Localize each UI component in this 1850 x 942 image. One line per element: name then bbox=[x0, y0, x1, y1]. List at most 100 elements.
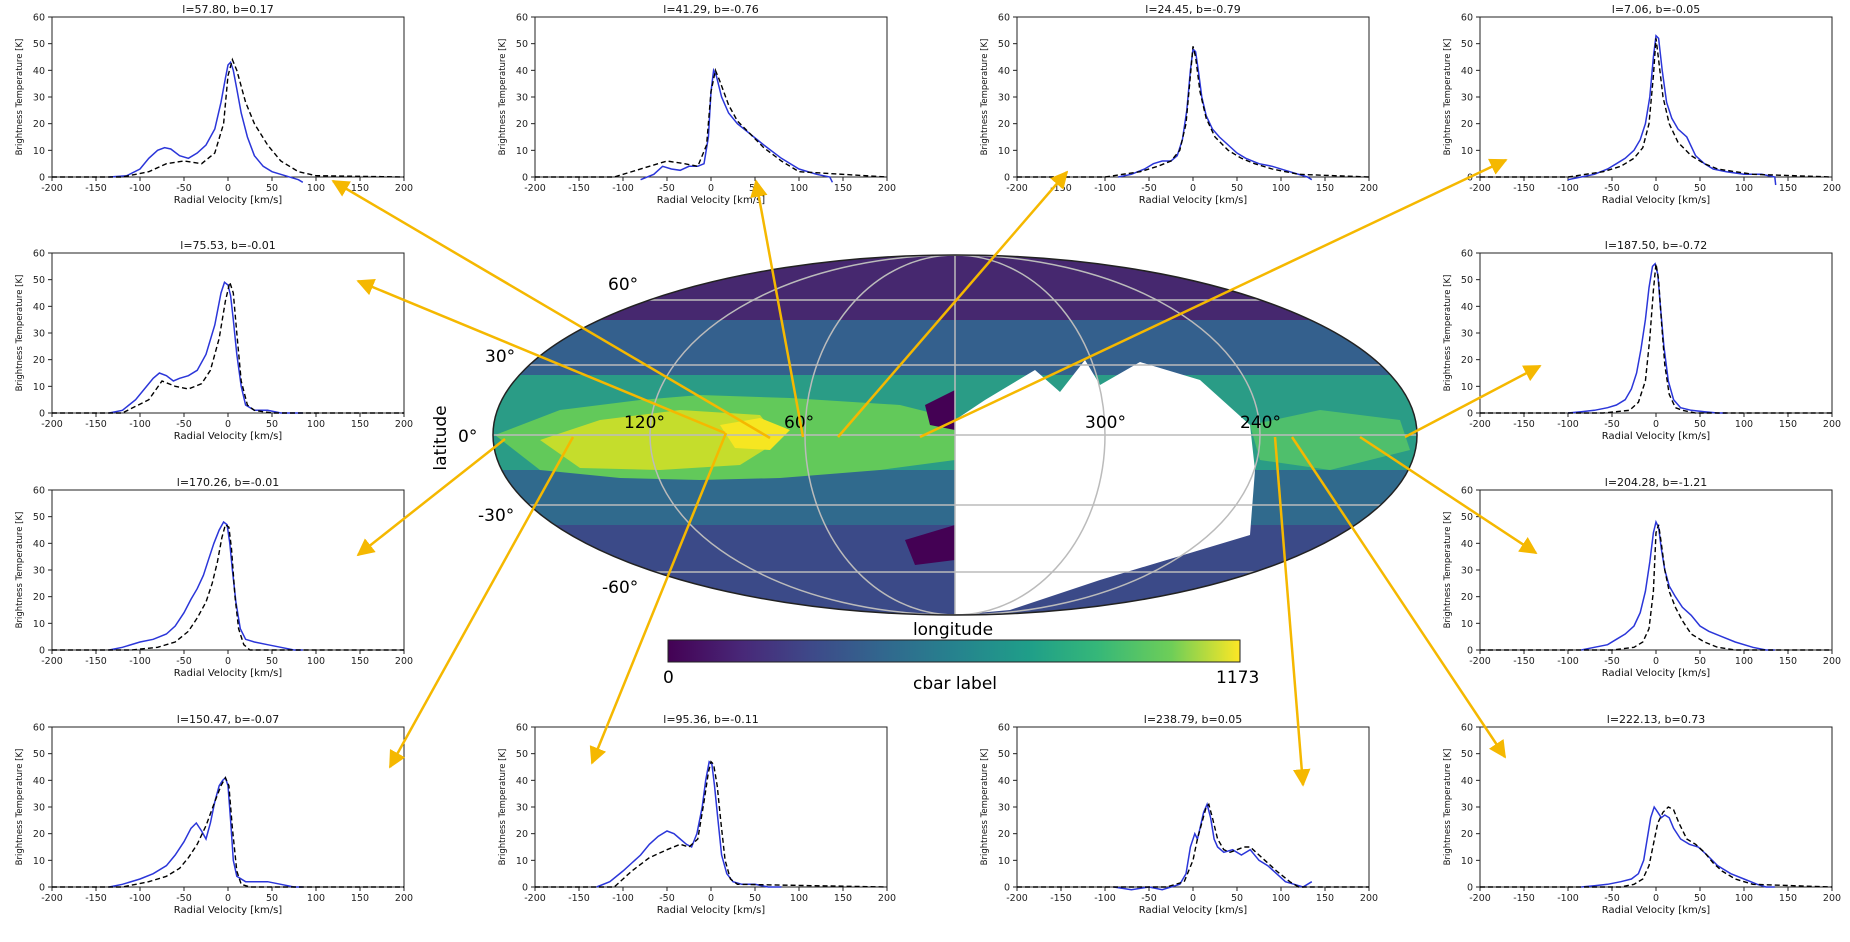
x-tick-label: -150 bbox=[85, 656, 107, 667]
y-tick-label: 50 bbox=[33, 512, 45, 523]
y-tick-label: 60 bbox=[33, 486, 45, 497]
x-tick-label: 50 bbox=[749, 893, 761, 904]
panel-ylabel: Brightness Temperature [K] bbox=[980, 749, 990, 866]
x-tick-label: 150 bbox=[1316, 893, 1334, 904]
x-tick-label: -100 bbox=[129, 656, 151, 667]
y-tick-label: 30 bbox=[516, 803, 528, 814]
y-tick-label: 30 bbox=[1461, 93, 1473, 104]
y-tick-label: 60 bbox=[1461, 723, 1473, 734]
panel-xlabel: Radial Velocity [km/s] bbox=[657, 195, 765, 206]
x-tick-label: 200 bbox=[1823, 419, 1841, 430]
x-tick-label: -150 bbox=[568, 893, 590, 904]
model-line bbox=[52, 57, 405, 178]
x-tick-label: -150 bbox=[85, 419, 107, 430]
y-tick-label: 20 bbox=[33, 119, 45, 130]
x-tick-label: 100 bbox=[790, 893, 808, 904]
arrow-l7 bbox=[919, 158, 1508, 439]
lat-label-m60: -60° bbox=[602, 578, 638, 598]
spectrum-panel: l=238.79, b=0.05-200 -150 -100 -50 0 50 100 150… bbox=[980, 713, 1378, 916]
arrow-l150 bbox=[388, 436, 575, 769]
y-tick-label: 20 bbox=[1461, 592, 1473, 603]
arrow-l222 bbox=[1290, 436, 1507, 759]
model-line bbox=[1017, 46, 1370, 178]
observed-line bbox=[1581, 805, 1775, 888]
y-tick-label: 10 bbox=[998, 856, 1010, 867]
panel-axes-box bbox=[51, 489, 405, 651]
x-tick-label: -100 bbox=[612, 183, 634, 194]
map-ylabel: latitude bbox=[431, 405, 451, 470]
x-tick-label: 150 bbox=[351, 183, 369, 194]
x-tick-label: 0 bbox=[225, 656, 231, 667]
y-tick-label: 0 bbox=[39, 409, 45, 420]
x-tick-label: 150 bbox=[1779, 656, 1797, 667]
x-tick-label: -50 bbox=[1604, 183, 1620, 194]
y-tick-label: 30 bbox=[33, 329, 45, 340]
y-tick-label: 10 bbox=[33, 146, 45, 157]
y-tick-label: 10 bbox=[33, 382, 45, 393]
y-tick-label: 10 bbox=[1461, 382, 1473, 393]
observed-line bbox=[640, 67, 834, 183]
x-tick-label: 200 bbox=[1360, 893, 1378, 904]
panel-xlabel: Radial Velocity [km/s] bbox=[1139, 905, 1247, 916]
x-tick-label: -50 bbox=[659, 183, 675, 194]
y-tick-label: 60 bbox=[516, 13, 528, 24]
x-tick-label: -100 bbox=[1094, 893, 1116, 904]
observed-line bbox=[1567, 262, 1727, 414]
x-tick-label: 100 bbox=[1272, 183, 1290, 194]
panel-xlabel: Radial Velocity [km/s] bbox=[174, 195, 282, 206]
x-tick-label: -200 bbox=[1469, 893, 1491, 904]
panel-xlabel: Radial Velocity [km/s] bbox=[174, 905, 282, 916]
panel-title: l=95.36, b=-0.11 bbox=[663, 713, 758, 726]
panel-xlabel: Radial Velocity [km/s] bbox=[1602, 668, 1710, 679]
panel-ylabel: Brightness Temperature [K] bbox=[498, 39, 508, 156]
x-tick-label: -150 bbox=[1513, 656, 1535, 667]
y-tick-label: 40 bbox=[33, 302, 45, 313]
y-tick-label: 60 bbox=[1461, 249, 1473, 260]
panel-xlabel: Radial Velocity [km/s] bbox=[1602, 195, 1710, 206]
model-line bbox=[52, 776, 404, 888]
arrow-l170 bbox=[356, 438, 506, 557]
map-outline bbox=[492, 254, 1418, 616]
y-tick-label: 40 bbox=[1461, 66, 1473, 77]
x-tick-label: -200 bbox=[41, 183, 63, 194]
y-tick-label: 50 bbox=[516, 39, 528, 50]
x-tick-label: -50 bbox=[176, 183, 192, 194]
y-tick-label: 30 bbox=[1461, 329, 1473, 340]
panel-xlabel: Radial Velocity [km/s] bbox=[657, 905, 765, 916]
x-tick-label: -100 bbox=[1557, 183, 1579, 194]
x-tick-label: 100 bbox=[307, 419, 325, 430]
y-tick-label: 20 bbox=[1461, 829, 1473, 840]
y-tick-label: 40 bbox=[33, 539, 45, 550]
panel-title: l=238.79, b=0.05 bbox=[1144, 713, 1242, 726]
spectrum-panel: l=41.29, b=-0.76-200 -150 -100 -50 0 50 100 150… bbox=[498, 3, 896, 206]
panel-title: l=75.53, b=-0.01 bbox=[180, 239, 275, 252]
x-tick-label: -50 bbox=[176, 419, 192, 430]
observed-line bbox=[109, 60, 304, 183]
y-tick-label: 50 bbox=[33, 275, 45, 286]
panel-ylabel: Brightness Temperature [K] bbox=[1443, 749, 1453, 866]
map-xlabel: longitude bbox=[913, 620, 993, 640]
y-tick-label: 0 bbox=[522, 883, 528, 894]
model-line bbox=[1480, 806, 1833, 888]
y-tick-label: 40 bbox=[998, 776, 1010, 787]
x-tick-label: -50 bbox=[1141, 893, 1157, 904]
x-tick-label: -100 bbox=[1557, 419, 1579, 430]
map-east-plane bbox=[1250, 410, 1410, 470]
map-dark-pixel bbox=[925, 390, 955, 430]
y-tick-label: 30 bbox=[1461, 566, 1473, 577]
x-tick-label: -200 bbox=[1006, 183, 1028, 194]
arrow-l238 bbox=[1273, 436, 1311, 787]
x-tick-label: 150 bbox=[834, 183, 852, 194]
spectrum-panel: l=204.28, b=-1.21-200 -150 -100 -50 0 50 100 15… bbox=[1443, 476, 1841, 679]
x-tick-label: 200 bbox=[1360, 183, 1378, 194]
x-tick-label: -50 bbox=[1141, 183, 1157, 194]
x-tick-label: 100 bbox=[307, 893, 325, 904]
y-tick-label: 50 bbox=[516, 749, 528, 760]
x-tick-label: 0 bbox=[1190, 893, 1196, 904]
model-line bbox=[1480, 263, 1832, 414]
x-tick-label: 200 bbox=[395, 419, 413, 430]
arrow-l187 bbox=[1404, 364, 1542, 439]
panel-title: l=57.80, b=0.17 bbox=[182, 3, 273, 16]
y-tick-label: 40 bbox=[516, 776, 528, 787]
